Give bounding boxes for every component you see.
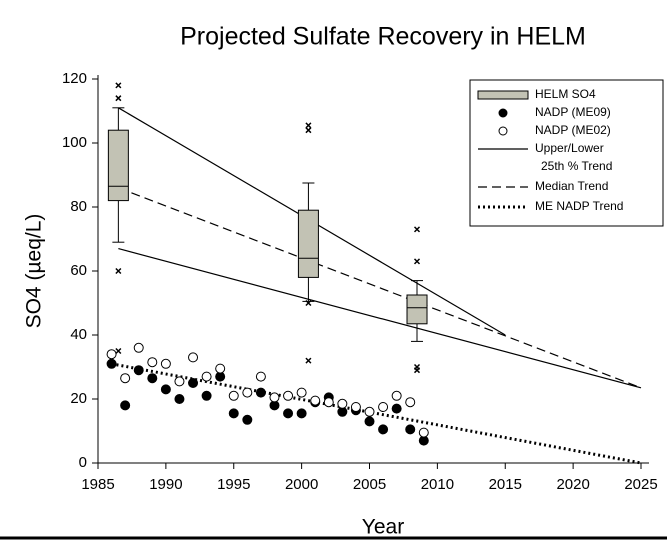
point (174, 394, 185, 404)
point (201, 390, 212, 401)
point (242, 387, 253, 398)
point (418, 427, 429, 438)
point (337, 398, 348, 409)
point (215, 363, 226, 374)
point (120, 400, 131, 411)
point (188, 352, 199, 363)
outlier (305, 299, 312, 307)
y-tick-label: 100 (62, 134, 87, 151)
legend-label: 25th % Trend (541, 159, 612, 173)
legend-label: NADP (ME09) (535, 105, 611, 119)
point (364, 406, 375, 417)
point (188, 378, 199, 388)
x-tick-label: 1995 (217, 476, 250, 493)
x-tick-label: 2020 (556, 476, 589, 493)
outlier (115, 267, 122, 275)
legend-label: Median Trend (535, 179, 608, 193)
box (406, 294, 428, 325)
point (269, 392, 280, 403)
point (133, 365, 144, 376)
point (283, 408, 294, 419)
x-tick-label: 1985 (81, 476, 114, 493)
y-tick-label: 80 (70, 198, 87, 215)
point (106, 349, 117, 360)
point (147, 357, 158, 368)
point (255, 371, 266, 382)
box (107, 129, 129, 202)
point (378, 402, 389, 412)
outlier (305, 357, 312, 364)
legend-label: Upper/Lower (535, 141, 604, 155)
outlier (115, 82, 122, 89)
outlier (413, 226, 421, 233)
legend-swatch (477, 90, 529, 100)
y-tick-label: 60 (70, 262, 87, 279)
x-tick-label: 2005 (353, 476, 386, 493)
legend-label: NADP (ME02) (535, 123, 611, 137)
point (147, 373, 158, 384)
point (405, 397, 416, 408)
outlier (305, 127, 312, 134)
legend-marker (498, 126, 508, 136)
y-tick-label: 40 (70, 326, 87, 343)
outlier (305, 122, 312, 129)
point (364, 416, 375, 427)
point (106, 358, 117, 369)
legend-label: HELM SO4 (535, 87, 596, 101)
point (296, 408, 307, 419)
point (378, 424, 389, 435)
legend-label: ME NADP Trend (535, 199, 623, 213)
x-tick-label: 1990 (149, 476, 182, 493)
outlier (115, 347, 122, 355)
chart-title: Projected Sulfate Recovery in HELM (180, 23, 586, 51)
x-tick-label: 2015 (489, 476, 522, 493)
point (391, 390, 402, 401)
x-tick-label: 2010 (421, 476, 454, 493)
legend (469, 79, 664, 227)
point (228, 408, 239, 419)
point (323, 397, 334, 408)
trend-line (118, 187, 642, 389)
point (228, 390, 239, 401)
point (310, 395, 321, 406)
point (255, 387, 266, 398)
point (391, 403, 402, 414)
point (242, 414, 253, 425)
outlier (115, 95, 122, 102)
point (283, 390, 294, 401)
y-tick-label: 0 (79, 454, 87, 471)
x-tick-label: 2000 (285, 476, 318, 493)
point (160, 384, 171, 395)
point (133, 342, 144, 353)
point (120, 373, 131, 384)
point (405, 424, 416, 435)
point (296, 387, 307, 398)
point (201, 371, 212, 382)
point (160, 358, 171, 369)
legend-marker (498, 108, 508, 118)
x-tick-label: 2025 (624, 476, 657, 493)
trend-line (118, 248, 642, 389)
y-axis-label: SO4 (µeq/L) (23, 214, 46, 329)
y-tick-label: 20 (70, 390, 87, 407)
y-tick-label: 120 (62, 70, 87, 87)
outlier (413, 367, 421, 374)
point (350, 402, 361, 412)
outlier (413, 258, 421, 265)
box (297, 209, 319, 278)
point (174, 376, 185, 387)
x-axis-label: Year (362, 516, 404, 539)
